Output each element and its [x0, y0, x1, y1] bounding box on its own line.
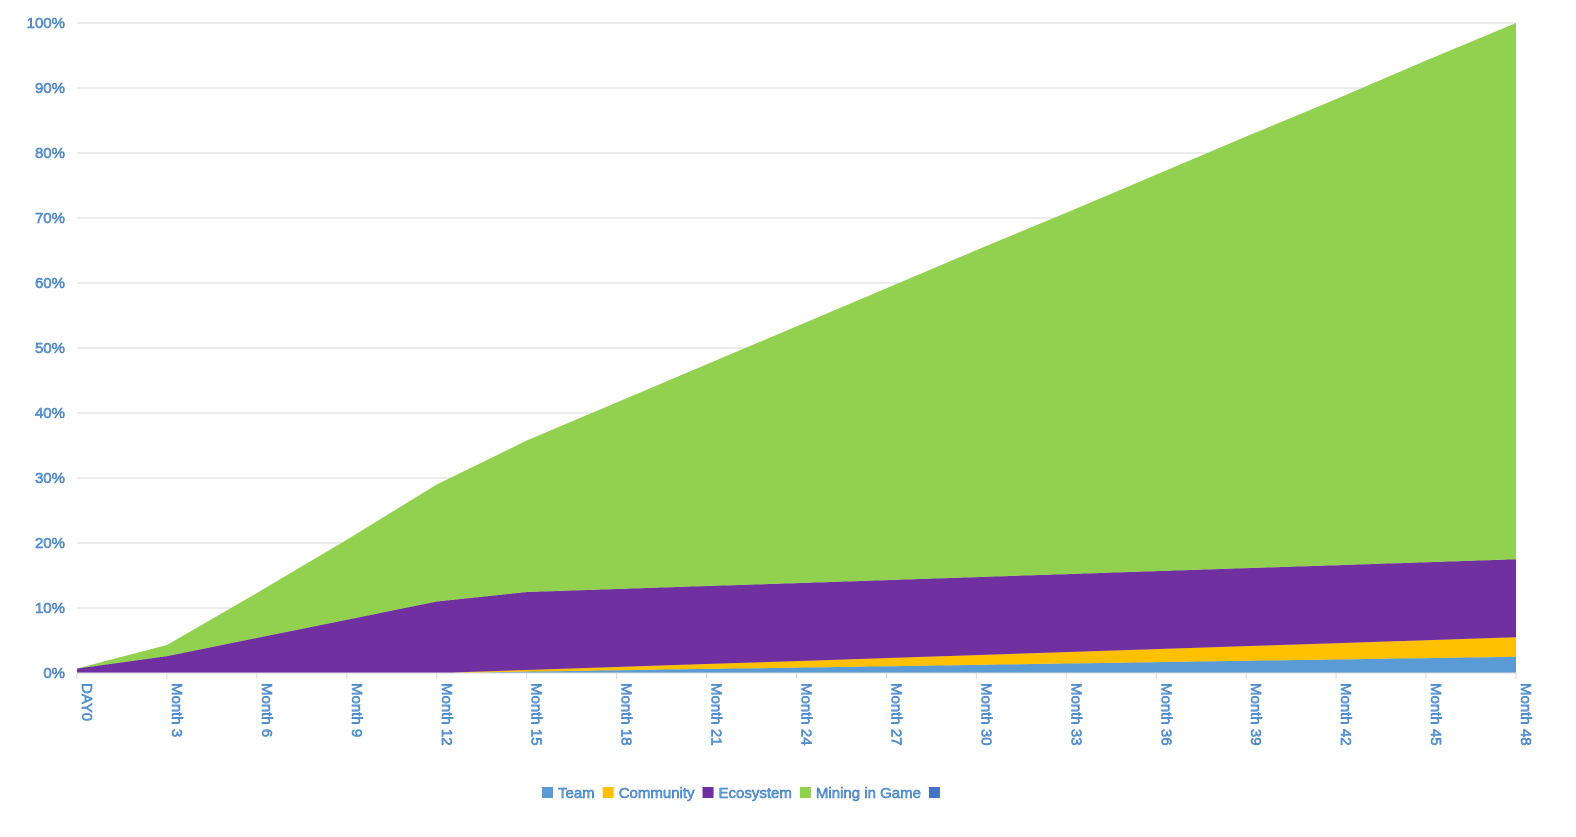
legend-swatch	[542, 787, 553, 798]
area-team	[77, 656, 1516, 673]
y-tick-label: 20%	[35, 535, 65, 552]
legend-swatch	[928, 787, 940, 798]
legend-label: Mining in Game	[816, 785, 921, 802]
x-tick-label: Month 18	[618, 683, 635, 746]
legend-label: Team	[558, 785, 595, 802]
y-tick-label: 60%	[35, 275, 65, 292]
y-tick-label: 10%	[35, 600, 65, 617]
y-tick-label: 80%	[35, 145, 65, 162]
y-tick-label: 0%	[43, 665, 65, 682]
y-tick-label: 30%	[35, 470, 65, 487]
x-tick-label: Month 3	[168, 683, 185, 737]
x-tick-label: Month 27	[887, 683, 904, 746]
x-tick-label: Month 36	[1157, 683, 1174, 746]
legend-label: Ecosystem	[719, 785, 792, 802]
x-tick-label: Month 39	[1247, 683, 1264, 746]
x-tick-label: Month 30	[977, 683, 994, 746]
y-tick-label: 50%	[35, 340, 65, 357]
x-tick-label: Month 33	[1067, 683, 1084, 746]
x-tick-label: Month 21	[708, 683, 725, 746]
area-mining-in-game	[77, 23, 1516, 669]
x-tick-label: Month 45	[1427, 683, 1444, 746]
area-ecosystem	[77, 559, 1516, 673]
legend-label: Community	[619, 785, 695, 802]
y-tick-label: 40%	[35, 405, 65, 422]
x-tick-label: Month 9	[348, 683, 365, 737]
x-tick-label: Month 12	[438, 683, 455, 746]
legend-swatch	[702, 787, 714, 798]
x-tick-label: Month 42	[1337, 683, 1354, 746]
y-tick-label: 90%	[35, 80, 65, 97]
x-tick-label: DAY0	[78, 683, 95, 721]
legend-swatch	[602, 787, 614, 798]
y-tick-label: 70%	[35, 210, 65, 227]
x-tick-label: Month 15	[528, 683, 545, 746]
x-tick-label: Month 6	[258, 683, 275, 737]
area-community	[77, 637, 1516, 673]
x-tick-label: Month 48	[1517, 683, 1534, 746]
legend-swatch	[799, 787, 811, 798]
y-tick-label: 100%	[27, 15, 65, 32]
x-tick-label: Month 24	[798, 683, 815, 746]
